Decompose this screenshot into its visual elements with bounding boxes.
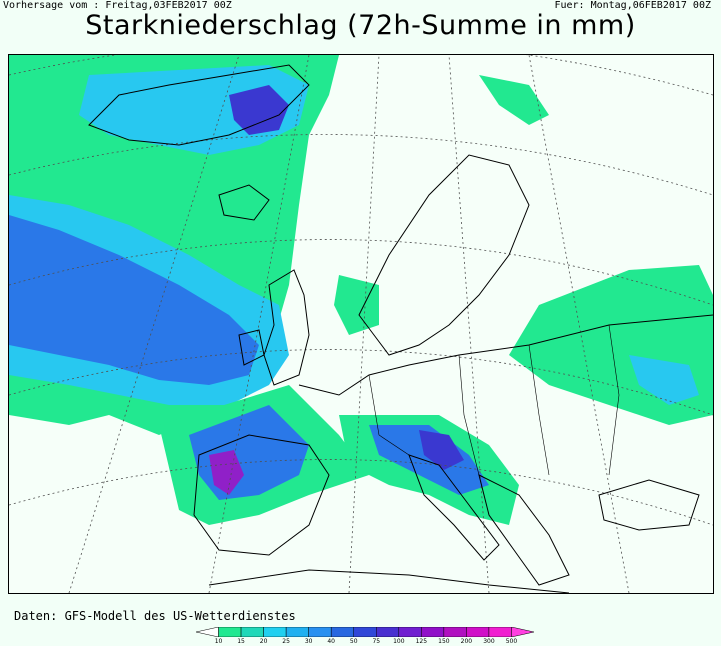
legend-label: 30 <box>304 638 313 645</box>
legend-swatch <box>466 627 490 637</box>
legend-label: 150 <box>438 638 450 645</box>
precip-north-core <box>229 85 289 135</box>
legend-swatch <box>218 627 242 637</box>
legend-swatch <box>308 627 332 637</box>
valid-time-label: Fuer: Montag,06FEB2017 00Z <box>554 0 711 11</box>
legend-label: 40 <box>327 638 336 645</box>
precip-arctic <box>479 75 549 125</box>
legend-swatch <box>421 627 445 637</box>
legend-swatch <box>263 627 287 637</box>
page-title: Starkniederschlag (72h-Summe in mm) <box>85 10 636 41</box>
legend-label: 200 <box>460 638 473 645</box>
legend-label: 10 <box>214 638 223 645</box>
precipitation-fields <box>9 55 713 525</box>
legend-swatch <box>285 627 309 637</box>
legend-labels: 10 15 20 25 30 40 50 75 100 125 150 200 300 500 <box>196 638 534 646</box>
legend-label: 125 <box>415 638 428 645</box>
legend-label: 75 <box>372 638 381 645</box>
legend-label: 50 <box>349 638 358 645</box>
legend-swatch <box>398 627 422 637</box>
precip-east-medium <box>629 355 699 405</box>
legend-swatch <box>376 627 400 637</box>
legend-label: 300 <box>483 638 495 645</box>
precipitation-map[interactable] <box>8 54 714 594</box>
precipitation-legend <box>196 627 534 637</box>
legend-label: 20 <box>259 638 268 645</box>
legend-label: 25 <box>282 638 290 645</box>
precip-atlantic-heavy <box>9 215 259 385</box>
legend-swatch <box>443 627 467 637</box>
legend-label: 100 <box>393 638 405 645</box>
legend-colorbar <box>196 627 534 637</box>
precip-norway <box>334 275 379 335</box>
legend-swatch <box>511 627 534 637</box>
legend-swatch <box>240 627 264 637</box>
precip-iberia-core <box>209 450 244 495</box>
legend-swatch <box>353 627 377 637</box>
legend-label: 15 <box>237 638 245 645</box>
map-svg <box>9 55 713 593</box>
forecast-init-label: Vorhersage vom : Freitag,03FEB2017 00Z <box>3 0 232 11</box>
precip-east <box>509 265 713 425</box>
data-source-label: Daten: GFS-Modell des US-Wetterdienstes <box>14 609 296 623</box>
precip-italy-core <box>419 430 464 470</box>
legend-swatch <box>488 627 512 637</box>
graticule <box>9 55 713 593</box>
coastlines <box>88 64 713 593</box>
legend-label: 500 <box>505 638 518 645</box>
precip-alps-heavy <box>369 425 489 495</box>
legend-swatch <box>196 627 219 637</box>
legend-swatch <box>330 627 354 637</box>
